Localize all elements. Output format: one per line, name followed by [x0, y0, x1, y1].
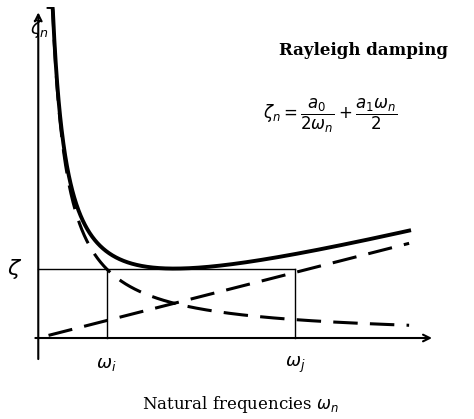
Text: Rayleigh damping: Rayleigh damping [279, 42, 448, 59]
Text: $\zeta_n = \dfrac{a_0}{2\omega_n} + \dfrac{a_1\omega_n}{2}$: $\zeta_n = \dfrac{a_0}{2\omega_n} + \dfr… [263, 97, 397, 135]
Text: $\zeta$: $\zeta$ [7, 257, 22, 281]
Text: $\zeta_n$: $\zeta_n$ [30, 18, 49, 39]
Text: $\omega_j$: $\omega_j$ [285, 355, 305, 375]
Text: Natural frequencies $\omega_n$: Natural frequencies $\omega_n$ [142, 393, 339, 415]
Text: $\omega_i$: $\omega_i$ [97, 355, 117, 373]
